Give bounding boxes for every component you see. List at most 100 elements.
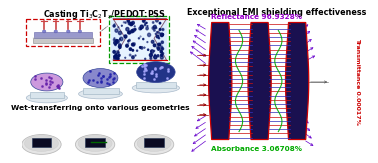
Circle shape [149, 53, 152, 57]
Circle shape [157, 32, 158, 33]
FancyBboxPatch shape [32, 138, 51, 147]
Circle shape [116, 55, 119, 59]
FancyBboxPatch shape [144, 138, 164, 147]
Circle shape [118, 52, 119, 53]
Circle shape [152, 27, 154, 29]
Circle shape [125, 22, 126, 23]
Circle shape [146, 22, 147, 23]
Circle shape [147, 42, 148, 43]
Circle shape [141, 47, 143, 49]
Circle shape [139, 47, 141, 48]
Circle shape [115, 29, 118, 32]
Circle shape [161, 46, 163, 48]
Circle shape [160, 50, 163, 53]
Ellipse shape [79, 89, 122, 99]
Text: Absorbance 3.06708%: Absorbance 3.06708% [211, 146, 302, 152]
Circle shape [160, 56, 163, 59]
Circle shape [116, 57, 119, 60]
Circle shape [156, 46, 158, 48]
Ellipse shape [137, 62, 175, 82]
Polygon shape [33, 38, 93, 43]
Circle shape [159, 44, 161, 45]
Circle shape [151, 40, 154, 43]
Circle shape [113, 39, 115, 41]
Circle shape [118, 58, 119, 59]
Circle shape [143, 20, 145, 23]
Circle shape [156, 27, 157, 29]
Circle shape [118, 54, 120, 56]
Circle shape [133, 44, 135, 46]
Circle shape [119, 44, 121, 47]
Polygon shape [285, 22, 309, 140]
Circle shape [127, 20, 130, 22]
Circle shape [121, 25, 122, 26]
Circle shape [161, 41, 163, 44]
FancyBboxPatch shape [108, 16, 169, 63]
Circle shape [161, 54, 163, 56]
Text: Reflectance 96.9328%: Reflectance 96.9328% [211, 14, 302, 20]
Ellipse shape [67, 30, 70, 33]
Circle shape [118, 27, 119, 28]
Circle shape [152, 22, 154, 23]
Circle shape [132, 56, 134, 59]
Circle shape [127, 19, 129, 22]
FancyBboxPatch shape [30, 92, 64, 98]
Circle shape [144, 24, 146, 26]
Circle shape [155, 33, 156, 34]
Circle shape [158, 43, 161, 46]
Circle shape [156, 35, 159, 38]
Circle shape [140, 36, 141, 37]
Circle shape [159, 22, 161, 24]
Circle shape [126, 27, 129, 31]
Circle shape [161, 48, 164, 50]
Circle shape [151, 51, 152, 52]
Circle shape [133, 43, 135, 45]
Circle shape [113, 51, 115, 53]
Circle shape [119, 46, 121, 48]
FancyBboxPatch shape [82, 88, 119, 94]
Circle shape [129, 54, 131, 56]
Circle shape [159, 38, 160, 39]
Circle shape [143, 20, 144, 22]
Circle shape [150, 50, 154, 53]
Circle shape [145, 58, 146, 59]
Circle shape [114, 55, 116, 57]
Polygon shape [34, 32, 91, 38]
Circle shape [157, 55, 159, 57]
Ellipse shape [26, 93, 67, 103]
Circle shape [114, 56, 116, 59]
Ellipse shape [78, 30, 82, 33]
Circle shape [116, 40, 119, 43]
Polygon shape [209, 22, 232, 140]
Circle shape [115, 44, 116, 45]
Circle shape [128, 22, 130, 25]
Circle shape [159, 29, 161, 30]
Circle shape [143, 38, 144, 40]
Circle shape [144, 47, 145, 48]
Circle shape [129, 31, 131, 34]
Text: Casting Ti$_3$C$_2$T$_x$/PEDOT:PSS: Casting Ti$_3$C$_2$T$_x$/PEDOT:PSS [43, 8, 166, 21]
Ellipse shape [31, 73, 63, 91]
Circle shape [128, 31, 130, 34]
Circle shape [132, 43, 134, 45]
Circle shape [120, 37, 123, 41]
Circle shape [124, 35, 127, 38]
Circle shape [144, 19, 145, 20]
Circle shape [118, 31, 121, 35]
Circle shape [118, 46, 119, 47]
Circle shape [129, 39, 130, 41]
Circle shape [135, 29, 136, 30]
Circle shape [156, 19, 158, 22]
Ellipse shape [135, 134, 174, 154]
Circle shape [154, 55, 157, 59]
Ellipse shape [83, 69, 118, 87]
Circle shape [116, 39, 118, 42]
Ellipse shape [78, 136, 112, 151]
Circle shape [135, 55, 136, 56]
Circle shape [132, 29, 135, 32]
Circle shape [132, 21, 134, 24]
Circle shape [162, 29, 164, 30]
Ellipse shape [54, 30, 57, 33]
Circle shape [147, 49, 149, 50]
Circle shape [134, 26, 135, 27]
